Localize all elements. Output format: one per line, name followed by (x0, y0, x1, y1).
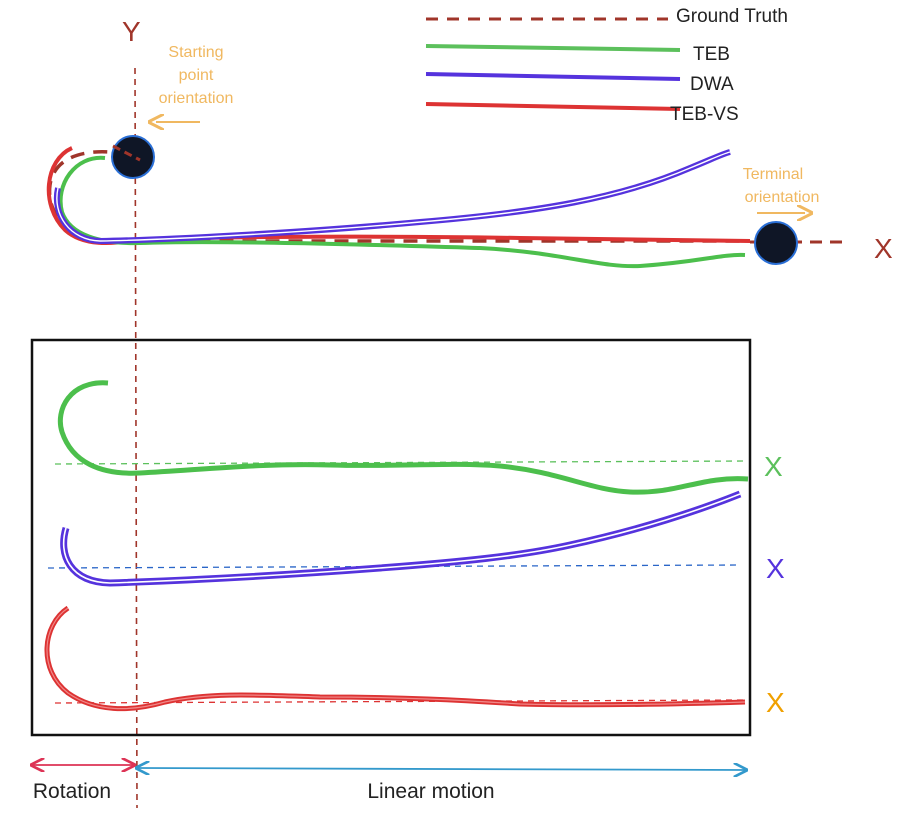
y-axis-line (134, 67, 138, 809)
teb-reference-line (54, 460, 749, 465)
rotation-label: Rotation (33, 780, 111, 803)
linear-motion-label: Linear motion (367, 780, 494, 803)
top-overlay-trajectories: X (46, 135, 893, 269)
legend-ground-truth-label: Ground Truth (676, 6, 788, 27)
teb-path-top (58, 155, 746, 269)
dwa-row: X (47, 490, 785, 587)
dwa-path-top (53, 149, 731, 245)
terminal-orientation-line-2: orientation (745, 189, 820, 206)
legend-dwa-swatch (425, 72, 681, 81)
teb-vs-path (44, 605, 746, 712)
teb-path (57, 380, 749, 495)
start-robot-heading (112, 144, 141, 162)
legend-teb-label: TEB (693, 44, 730, 65)
teb-vs-path-inner (46, 607, 746, 710)
legend-teb-swatch (425, 44, 681, 52)
dwa-path-top-inner (56, 151, 731, 242)
comparison-panel (30, 338, 752, 737)
teb-row: X (54, 380, 783, 495)
start-orientation-line-2: point (179, 67, 214, 84)
linear-motion-arrow (137, 768, 746, 770)
dwa-path (60, 490, 742, 587)
top-x-axis-label: X (874, 233, 893, 264)
legend-teb-vs-label: TEB-VS (670, 104, 739, 125)
legend: Ground Truth TEB DWA TEB-VS (425, 6, 788, 125)
start-robot-marker (111, 135, 155, 179)
legend-dwa-label: DWA (690, 74, 734, 95)
start-orientation-line-1: Starting (168, 44, 223, 61)
dwa-path-inner (62, 493, 741, 584)
teb-row-x-label: X (764, 451, 783, 482)
y-axis-label: Y (122, 16, 141, 47)
terminal-orientation-annotation: Terminal orientation (743, 166, 820, 213)
start-orientation-annotation: Starting point orientation (156, 44, 233, 122)
phase-annotations: Rotation Linear motion (32, 765, 746, 803)
ground-truth-path (47, 150, 750, 243)
legend-teb-vs-swatch (425, 102, 681, 111)
start-orientation-line-3: orientation (159, 90, 234, 107)
teb-vs-row: X (44, 605, 785, 718)
terminal-orientation-line-1: Terminal (743, 166, 803, 183)
terminal-robot-marker (754, 221, 798, 265)
dwa-row-x-label: X (766, 553, 785, 584)
teb-vs-row-x-label: X (766, 687, 785, 718)
